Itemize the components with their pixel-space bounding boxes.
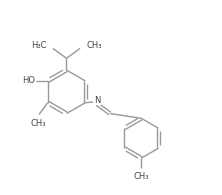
Text: H₃C: H₃C bbox=[31, 41, 47, 50]
Text: CH₃: CH₃ bbox=[86, 41, 102, 50]
Text: CH₃: CH₃ bbox=[134, 172, 149, 181]
Text: N: N bbox=[94, 96, 100, 105]
Text: CH₃: CH₃ bbox=[30, 119, 46, 128]
Text: HO: HO bbox=[22, 76, 35, 85]
